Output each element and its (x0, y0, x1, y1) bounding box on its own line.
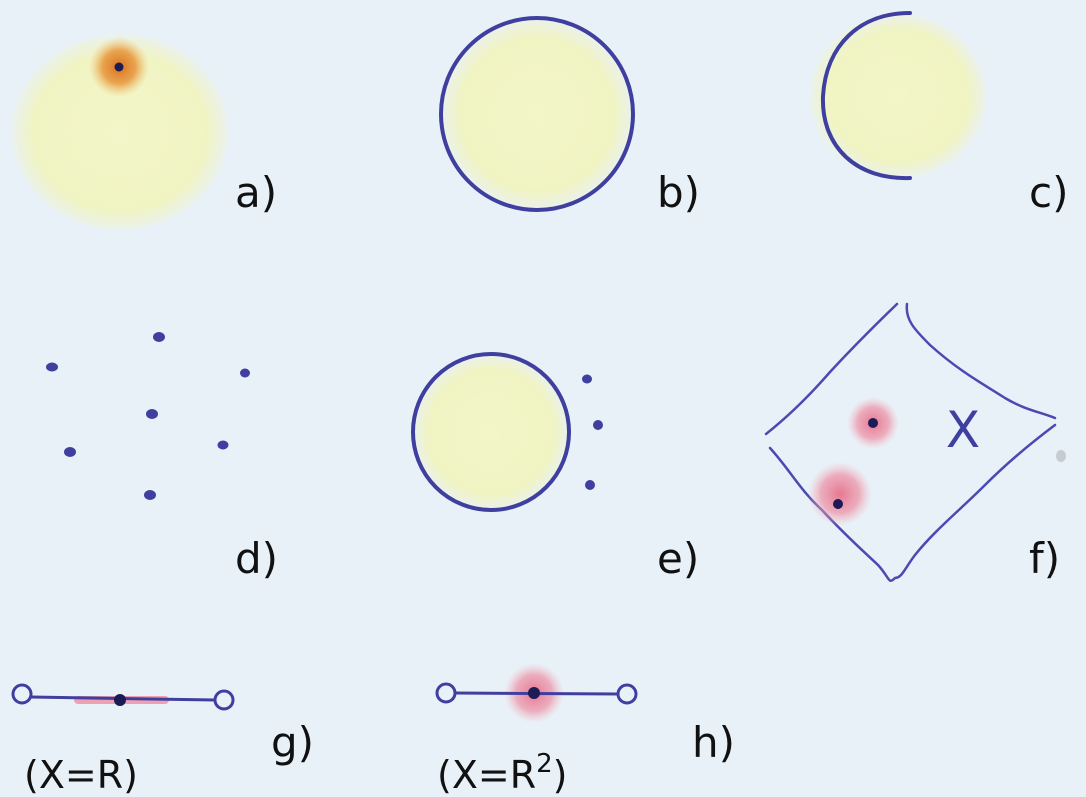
panel-c-sketch (810, 11, 986, 181)
point (144, 490, 156, 500)
closed-point (114, 694, 126, 706)
equation-base: (X=R (437, 753, 537, 797)
panel-h-sketch (435, 663, 638, 723)
yellow-disc (12, 34, 228, 230)
equation-close: ) (552, 753, 568, 797)
open-endpoint (11, 683, 33, 705)
closed-point (868, 418, 878, 428)
point (146, 409, 158, 419)
panel-e-sketch (411, 352, 603, 512)
point (217, 440, 229, 450)
point (64, 447, 76, 457)
panel-c-label: c) (1029, 168, 1069, 217)
panel-h-label: h) (692, 718, 736, 767)
open-endpoint (213, 689, 235, 711)
closed-point (528, 687, 540, 699)
filled-circle (439, 16, 635, 212)
point (46, 362, 58, 372)
panel-a-sketch (12, 34, 228, 230)
point (582, 374, 592, 384)
panel-d-label: d) (235, 534, 279, 583)
open-endpoint (435, 682, 457, 704)
yellow-disc (810, 14, 986, 178)
panel-g-label: g) (271, 718, 315, 767)
equation-exponent: 2 (536, 749, 553, 779)
point (585, 480, 595, 490)
pink-glow (808, 462, 872, 526)
panel-a-label: a) (235, 168, 278, 217)
panel-e-label: e) (657, 534, 700, 583)
panel-f-label: f) (1029, 534, 1061, 583)
panel-b-sketch (439, 16, 635, 212)
panel-f-mark: X (946, 401, 980, 459)
panel-d-sketch (46, 332, 250, 500)
panel-f-sketch: X (764, 302, 1066, 582)
open-endpoint (616, 683, 638, 705)
wavy-diamond-outline (764, 302, 1057, 582)
panel-h-equation: (X=R2) (437, 751, 568, 797)
closed-point (114, 62, 124, 72)
panel-g-sketch (11, 683, 235, 711)
filled-circle (411, 352, 571, 512)
panel-g-equation: (X=R) (24, 753, 138, 797)
point (153, 332, 165, 342)
point (593, 420, 603, 430)
point (240, 368, 250, 378)
left-boundary-arc (820, 11, 912, 181)
panel-b-label: b) (657, 168, 701, 217)
faint-point (1056, 450, 1066, 462)
closed-point (833, 499, 843, 509)
